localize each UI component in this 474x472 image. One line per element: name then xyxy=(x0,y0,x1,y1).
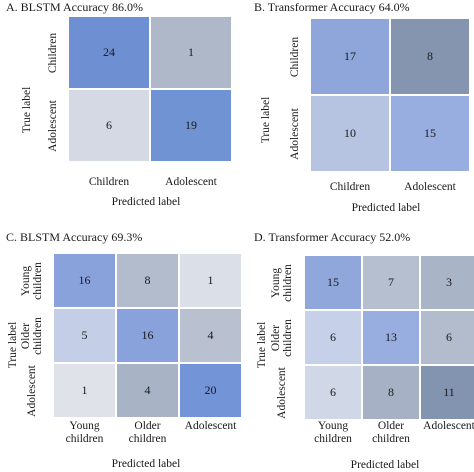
y-tick-label: Older children xyxy=(270,318,294,357)
heatmap-cell: 1 xyxy=(179,253,242,308)
y-axis-title: True label xyxy=(21,86,33,134)
y-axis-title: True label xyxy=(260,96,272,144)
y-tick-label: Children xyxy=(289,36,301,77)
heatmap-cell: 8 xyxy=(362,365,420,420)
x-tick-label: Children xyxy=(88,176,130,188)
x-axis-title: Predicted label xyxy=(111,458,181,470)
heatmap-cell: 3 xyxy=(420,255,474,310)
x-tick-label: Older children xyxy=(128,420,167,445)
y-tick-label: Adolescent xyxy=(47,99,59,152)
y-tick-label: Adolescent xyxy=(276,366,288,419)
heatmap-cell: 1 xyxy=(150,16,232,89)
x-tick-label: Older children xyxy=(372,420,410,445)
x-axis-title: Predicted label xyxy=(111,196,181,208)
x-tick-label: Adolescent xyxy=(184,420,237,432)
chart-title: C. BLSTM Accuracy 69.3% xyxy=(6,230,143,244)
heatmap-cell: 4 xyxy=(179,308,242,363)
x-tick-label: Young children xyxy=(314,420,352,445)
heatmap-cell: 7 xyxy=(362,255,420,310)
heatmap-cell: 4 xyxy=(116,363,179,418)
y-tick-label: Older children xyxy=(20,316,44,355)
heatmap-cell: 13 xyxy=(362,310,420,365)
heatmap-cell: 8 xyxy=(116,253,179,308)
y-axis-title: True label xyxy=(256,321,268,369)
y-tick-label: Adolescent xyxy=(289,107,301,160)
x-tick-label: Young children xyxy=(65,420,104,445)
heatmap-cell: 5 xyxy=(53,308,116,363)
heatmap-cell: 19 xyxy=(150,89,232,162)
heatmap-cell: 11 xyxy=(420,365,474,420)
x-axis-title: Predicted label xyxy=(350,459,420,471)
heatmap-cell: 6 xyxy=(68,89,150,162)
y-tick-label: Young children xyxy=(270,263,294,302)
heatmap-cell: 6 xyxy=(420,310,474,365)
heatmap-cell: 8 xyxy=(390,18,470,95)
x-tick-label: Children xyxy=(329,181,371,193)
x-tick-label: Adolescent xyxy=(404,181,456,193)
x-tick-label: Adolescent xyxy=(423,420,474,432)
heatmap-cell: 15 xyxy=(304,255,362,310)
x-tick-label: Adolescent xyxy=(165,176,217,188)
y-tick-label: Children xyxy=(47,32,59,73)
chart-title: D. Transformer Accuracy 52.0% xyxy=(254,230,411,244)
heatmap-cell: 15 xyxy=(390,95,470,172)
y-axis-title: True label xyxy=(7,321,19,369)
heatmap-cell: 24 xyxy=(68,16,150,89)
heatmap-cell: 1 xyxy=(53,363,116,418)
heatmap-cell: 16 xyxy=(116,308,179,363)
heatmap-cell: 17 xyxy=(310,18,390,95)
x-axis-title: Predicted label xyxy=(351,202,421,214)
y-tick-label: Young children xyxy=(20,261,44,300)
heatmap-cell: 10 xyxy=(310,95,390,172)
heatmap-cell: 6 xyxy=(304,365,362,420)
heatmap-cell: 6 xyxy=(304,310,362,365)
chart-title: A. BLSTM Accuracy 86.0% xyxy=(6,0,143,14)
heatmap-cell: 16 xyxy=(53,253,116,308)
chart-title: B. Transformer Accuracy 64.0% xyxy=(254,0,410,14)
y-tick-label: Adolescent xyxy=(26,364,38,417)
heatmap-cell: 20 xyxy=(179,363,242,418)
